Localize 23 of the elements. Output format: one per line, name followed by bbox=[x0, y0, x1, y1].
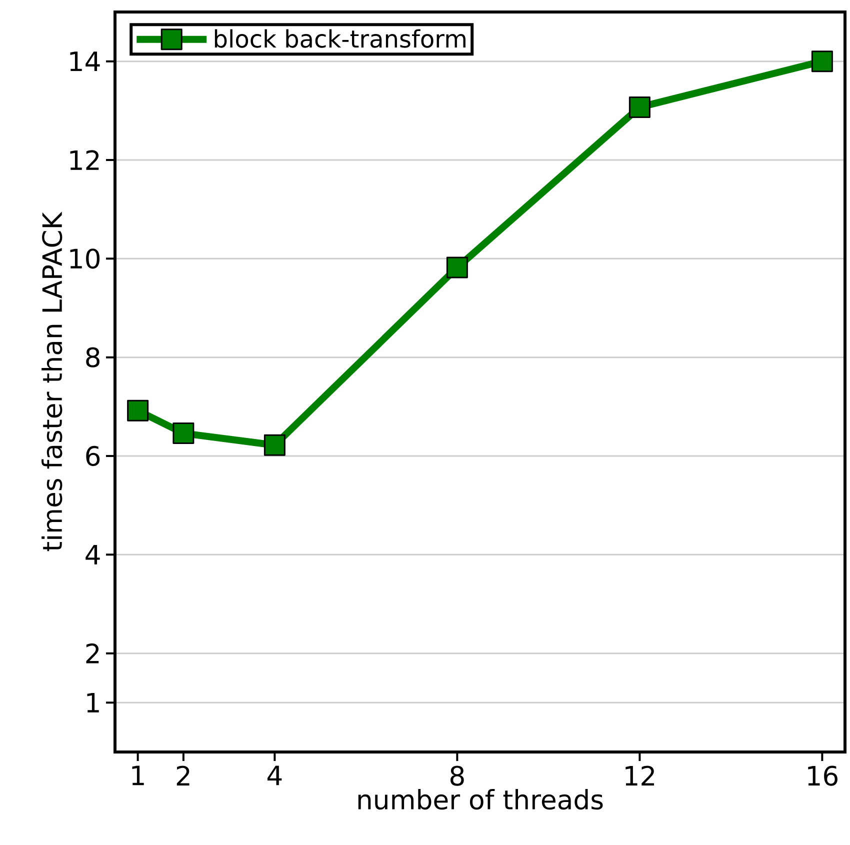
legend-label: block back-transform bbox=[214, 29, 466, 48]
point bbox=[264, 434, 286, 456]
point bbox=[127, 400, 149, 422]
y-axis-title: times faster than LAPACK bbox=[42, 212, 62, 552]
y-tick-label: 10 bbox=[70, 248, 100, 269]
point bbox=[172, 422, 194, 444]
y-tick-label: 4 bbox=[86, 544, 100, 564]
y-tick-label: 12 bbox=[70, 150, 99, 170]
x-axis-title: number of threads bbox=[358, 789, 603, 810]
x-tick-label: 8 bbox=[450, 766, 464, 786]
x-tick-label: 2 bbox=[176, 766, 190, 786]
x-tick-label: 12 bbox=[626, 766, 654, 786]
point bbox=[628, 96, 650, 118]
point bbox=[446, 256, 468, 278]
y-tick-label: 2 bbox=[86, 643, 99, 664]
x-tick-label: 4 bbox=[268, 766, 282, 786]
x-tick-label: 16 bbox=[808, 766, 838, 786]
y-tick-label: 8 bbox=[86, 347, 100, 368]
y-tick-label: 14 bbox=[70, 52, 100, 72]
y-tick-label: 1 bbox=[87, 692, 99, 712]
x-tick-label: 1 bbox=[132, 766, 144, 786]
point bbox=[811, 50, 833, 72]
y-tick-label: 6 bbox=[86, 446, 100, 466]
